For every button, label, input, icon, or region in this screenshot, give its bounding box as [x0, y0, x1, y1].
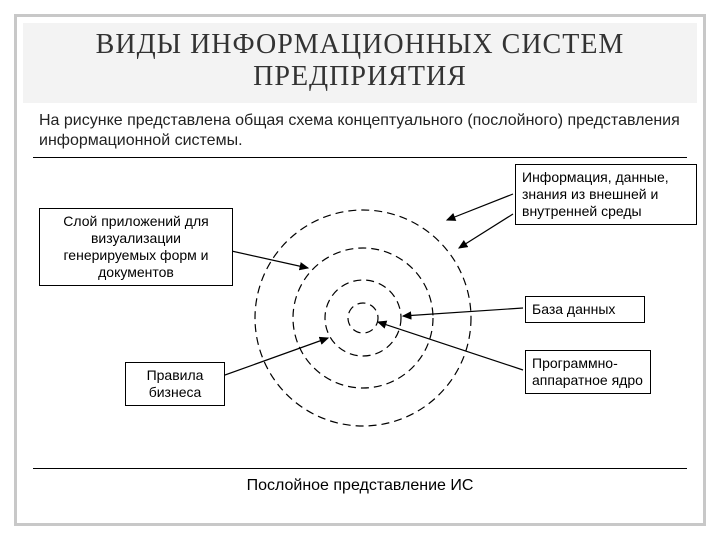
page-title: ВИДЫ ИНФОРМАЦИОННЫХ СИСТЕМ ПРЕДПРИЯТИЯ — [31, 29, 689, 93]
box-database: База данных — [525, 296, 645, 323]
box-core: Программно-аппаратное ядро — [525, 350, 651, 394]
arrow-rules — [211, 338, 328, 380]
box-environment: Информация, данные, знания из внешней и … — [515, 164, 697, 224]
arrow-db — [403, 308, 523, 316]
box-apps-layer: Слой приложений для визуализации генерир… — [39, 208, 233, 285]
ring-outer — [255, 210, 471, 426]
ring-3 — [293, 248, 433, 388]
arrow-core — [378, 322, 523, 370]
ring-center — [348, 303, 378, 333]
subtitle-text: На рисунке представлена общая схема конц… — [39, 111, 681, 151]
arrow-env-1 — [447, 194, 513, 220]
box-business-rules: Правила бизнеса — [125, 362, 225, 406]
arrow-env-2 — [459, 214, 513, 248]
slide-frame: ВИДЫ ИНФОРМАЦИОННЫХ СИСТЕМ ПРЕДПРИЯТИЯ Н… — [14, 14, 706, 526]
ring-2 — [325, 280, 401, 356]
title-band: ВИДЫ ИНФОРМАЦИОННЫХ СИСТЕМ ПРЕДПРИЯТИЯ — [23, 23, 697, 103]
diagram-caption: Послойное представление ИС — [17, 477, 703, 495]
diagram-zone: Информация, данные, знания из внешней и … — [33, 157, 687, 469]
